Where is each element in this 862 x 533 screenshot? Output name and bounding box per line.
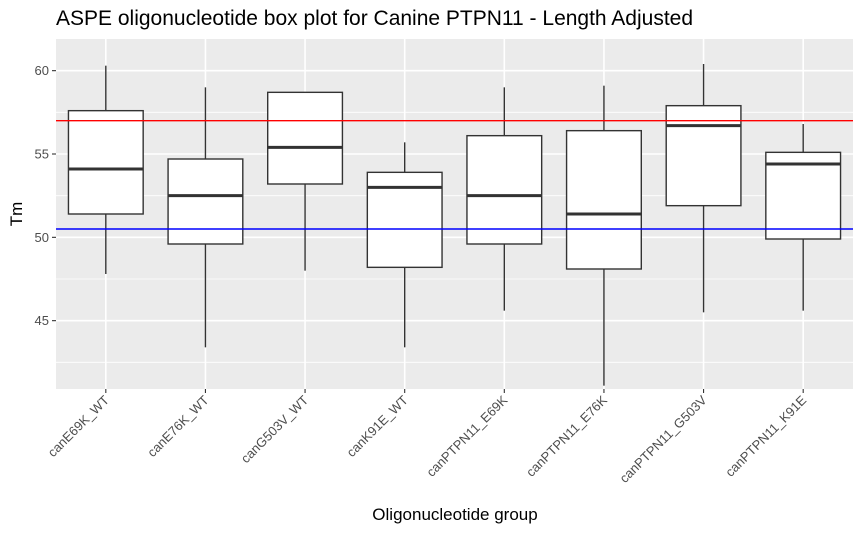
box-body — [267, 91, 344, 185]
x-tick-label: canPTPN11_E76K — [523, 392, 610, 479]
y-axis: 45 50 55 60 — [35, 63, 56, 328]
reference-lines — [56, 119, 853, 230]
y-tick-label: 60 — [35, 63, 49, 78]
x-tick-label: canPTPN11_K91E — [722, 392, 809, 479]
x-tick-label: canE69K_WT — [45, 392, 112, 459]
box-canPTPN11_G503V — [665, 64, 742, 313]
boxes — [67, 64, 842, 386]
x-axis: canE69K_WT canE76K_WT canG503V_WT canK91E_W… — [45, 389, 810, 486]
y-tick-label: 55 — [35, 147, 49, 162]
x-tick-label: canPTPN11_G503V — [616, 392, 709, 485]
box-body — [665, 104, 742, 207]
x-axis-title: Oligonucleotide group — [372, 505, 537, 524]
x-tick-label: canPTPN11_E69K — [423, 392, 510, 479]
box-canG503V_WT — [267, 91, 344, 271]
box-canPTPN11_E76K — [565, 85, 642, 386]
y-axis-title: Tm — [7, 202, 26, 227]
x-tick-label: canG503V_WT — [238, 392, 311, 465]
y-tick-label: 45 — [35, 313, 49, 328]
chart-title: ASPE oligonucleotide box plot for Canine… — [56, 7, 693, 30]
y-tick-label: 50 — [35, 230, 49, 245]
box-canPTPN11_K91E — [765, 124, 842, 311]
box-canE76K_WT — [167, 87, 244, 348]
box-canE69K_WT — [67, 65, 144, 274]
box-body — [67, 109, 144, 215]
box-body — [765, 151, 842, 240]
box-body — [466, 134, 543, 245]
x-tick-label: canK91E_WT — [343, 392, 410, 459]
box-canPTPN11_E69K — [466, 87, 543, 311]
box-body — [167, 158, 244, 245]
x-tick-label: canE76K_WT — [144, 392, 211, 459]
box-canK91E_WT — [366, 142, 443, 348]
box-body — [565, 129, 642, 270]
